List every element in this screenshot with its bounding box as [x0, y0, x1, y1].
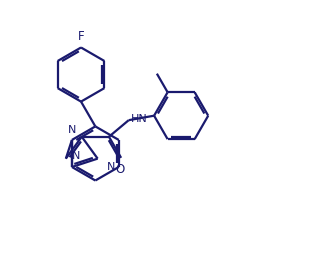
Text: N: N	[68, 125, 77, 135]
Text: HN: HN	[131, 114, 148, 124]
Text: O: O	[115, 163, 124, 176]
Text: N: N	[107, 162, 115, 172]
Text: F: F	[78, 30, 84, 43]
Text: N: N	[72, 151, 80, 161]
